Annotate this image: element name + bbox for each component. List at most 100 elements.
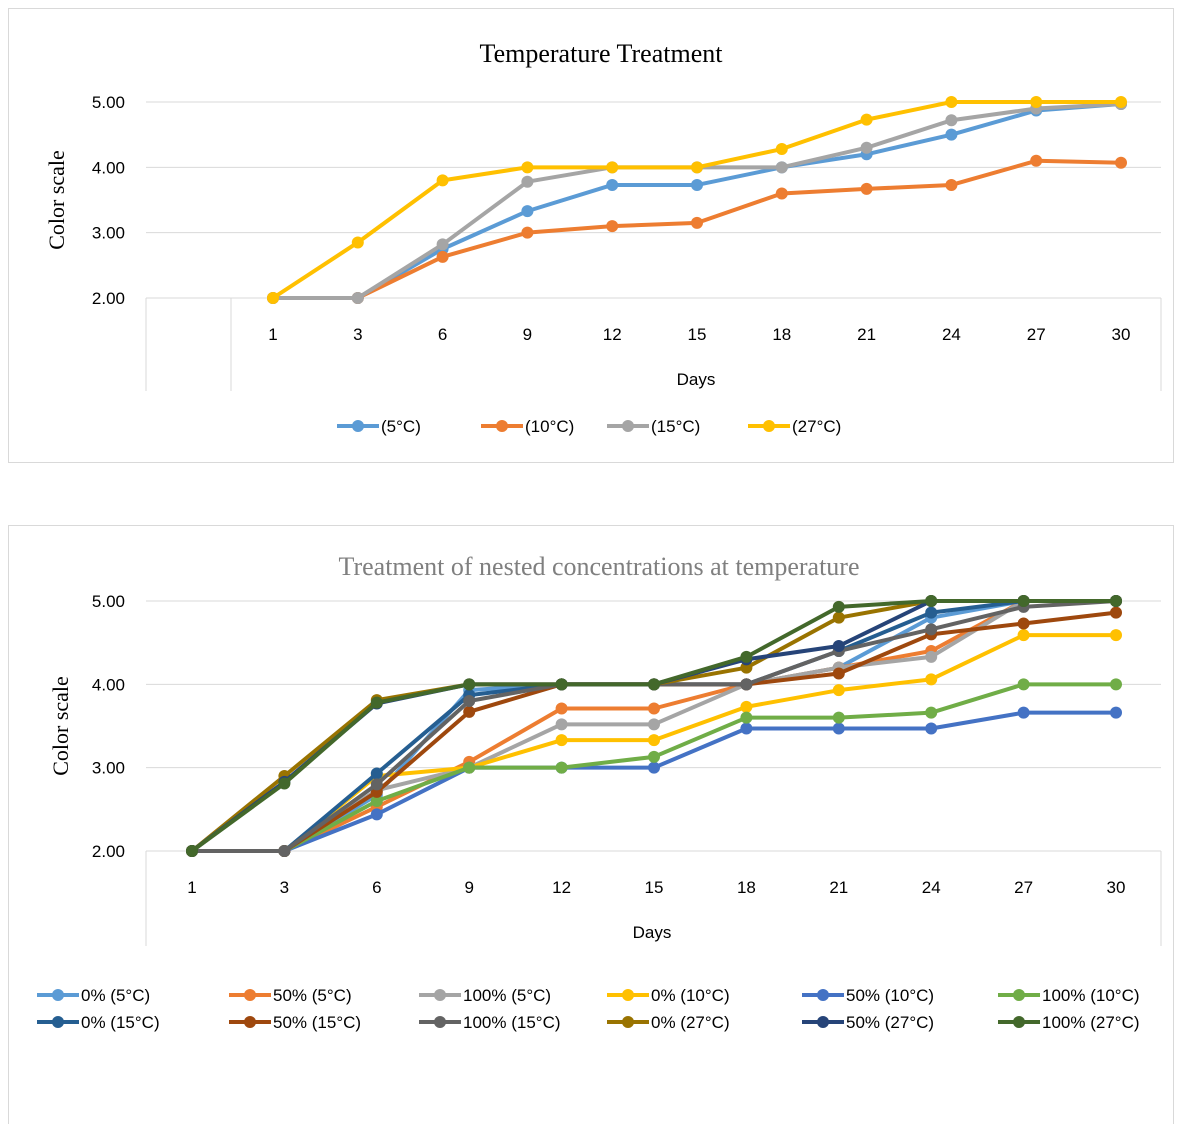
legend-marker bbox=[622, 420, 634, 432]
legend-item: 0% (27°C) bbox=[607, 1013, 730, 1032]
legend-marker bbox=[1013, 989, 1025, 1001]
legend-label: (27°C) bbox=[792, 417, 841, 436]
data-point bbox=[860, 113, 873, 126]
data-point bbox=[648, 761, 660, 774]
series-11 bbox=[186, 595, 1122, 857]
data-point bbox=[648, 734, 660, 747]
legend-item: 100% (27°C) bbox=[998, 1013, 1140, 1032]
data-point bbox=[775, 187, 788, 200]
x-tick-label: 24 bbox=[942, 325, 961, 344]
legend-marker bbox=[434, 1016, 446, 1028]
data-point bbox=[925, 673, 938, 686]
x-tick-label: 15 bbox=[645, 878, 664, 897]
data-point bbox=[370, 795, 383, 807]
data-point bbox=[1017, 678, 1030, 691]
data-point bbox=[648, 702, 660, 715]
data-point bbox=[925, 606, 938, 619]
x-tick-label: 6 bbox=[438, 325, 447, 344]
legend-label: (5°C) bbox=[381, 417, 421, 436]
data-point bbox=[1110, 595, 1122, 607]
chart-title: Treatment of nested concentrations at te… bbox=[338, 552, 859, 581]
legend-item: 100% (15°C) bbox=[419, 1013, 561, 1032]
data-point bbox=[740, 711, 753, 724]
data-point bbox=[648, 678, 660, 691]
chart-temperature-treatment: Temperature Treatment Color scale 2.00 3.00… bbox=[44, 39, 1162, 436]
data-point bbox=[606, 178, 619, 191]
y-tick-label: 4.00 bbox=[92, 158, 125, 177]
legend-marker bbox=[1013, 1016, 1025, 1028]
legend-label: 50% (27°C) bbox=[846, 1013, 934, 1032]
data-point bbox=[606, 220, 619, 233]
legend-item: (15°C) bbox=[607, 417, 700, 436]
data-point bbox=[691, 161, 703, 174]
y-axis-title: Color scale bbox=[48, 676, 73, 776]
legend-marker bbox=[817, 989, 829, 1001]
data-point bbox=[521, 205, 534, 218]
legend-marker bbox=[352, 420, 364, 432]
data-point bbox=[370, 808, 383, 821]
data-point bbox=[555, 761, 568, 774]
data-point bbox=[832, 600, 845, 613]
data-point bbox=[521, 175, 534, 188]
data-point bbox=[740, 700, 753, 713]
data-point bbox=[267, 292, 279, 304]
data-point bbox=[945, 128, 958, 141]
data-point bbox=[945, 178, 958, 191]
series-line bbox=[271, 100, 1121, 300]
data-point bbox=[278, 777, 291, 790]
legend-item: 0% (5°C) bbox=[37, 986, 150, 1005]
data-point bbox=[1017, 617, 1030, 630]
legend-marker bbox=[52, 989, 64, 1001]
chart-panel-nested-concentrations: Treatment of nested concentrations at te… bbox=[8, 525, 1174, 1124]
legend-label: 0% (15°C) bbox=[81, 1013, 160, 1032]
y-tick-label: 3.00 bbox=[92, 224, 125, 243]
x-tick-label: 1 bbox=[187, 878, 196, 897]
data-point bbox=[1110, 606, 1122, 619]
legend-label: 100% (10°C) bbox=[1042, 986, 1140, 1005]
data-point bbox=[278, 845, 291, 857]
legend-label: 50% (10°C) bbox=[846, 986, 934, 1005]
data-point bbox=[648, 718, 660, 731]
legend-item: 100% (5°C) bbox=[419, 986, 551, 1005]
data-point bbox=[925, 595, 938, 607]
x-tick-label: 30 bbox=[1107, 878, 1126, 897]
data-point bbox=[925, 623, 938, 636]
legend-marker bbox=[817, 1016, 829, 1028]
data-point bbox=[463, 705, 476, 718]
legend-item: 100% (10°C) bbox=[998, 986, 1140, 1005]
legend-marker bbox=[244, 989, 256, 1001]
x-tick-label: 21 bbox=[857, 325, 876, 344]
data-point bbox=[351, 292, 364, 304]
data-point bbox=[1115, 96, 1127, 108]
legend-item: 50% (15°C) bbox=[229, 1013, 361, 1032]
data-point bbox=[1110, 706, 1122, 719]
data-point bbox=[740, 650, 753, 663]
data-point bbox=[436, 238, 449, 251]
legend-marker bbox=[434, 989, 446, 1001]
y-tick-label: 5.00 bbox=[92, 93, 125, 112]
legend-label: 100% (15°C) bbox=[463, 1013, 561, 1032]
data-point bbox=[521, 226, 534, 239]
y-tick-label: 2.00 bbox=[92, 842, 125, 861]
data-point bbox=[832, 722, 845, 735]
data-point bbox=[832, 640, 845, 652]
legend-label: 0% (27°C) bbox=[651, 1013, 730, 1032]
data-point bbox=[463, 678, 476, 691]
x-tick-label: 3 bbox=[280, 878, 289, 897]
data-point bbox=[555, 702, 568, 715]
data-point bbox=[1110, 629, 1122, 642]
legend-marker bbox=[52, 1016, 64, 1028]
x-tick-label: 6 bbox=[372, 878, 381, 897]
data-point bbox=[925, 650, 938, 663]
data-point bbox=[832, 611, 845, 624]
series-1 bbox=[267, 154, 1127, 304]
data-point bbox=[925, 722, 938, 735]
x-tick-label: 12 bbox=[603, 325, 622, 344]
y-tick-label: 5.00 bbox=[92, 592, 125, 611]
legend-marker bbox=[622, 1016, 634, 1028]
y-tick-label: 4.00 bbox=[92, 675, 125, 694]
data-point bbox=[1115, 156, 1127, 169]
data-point bbox=[555, 734, 568, 747]
data-point bbox=[775, 161, 788, 174]
legend-item: (5°C) bbox=[337, 417, 421, 436]
